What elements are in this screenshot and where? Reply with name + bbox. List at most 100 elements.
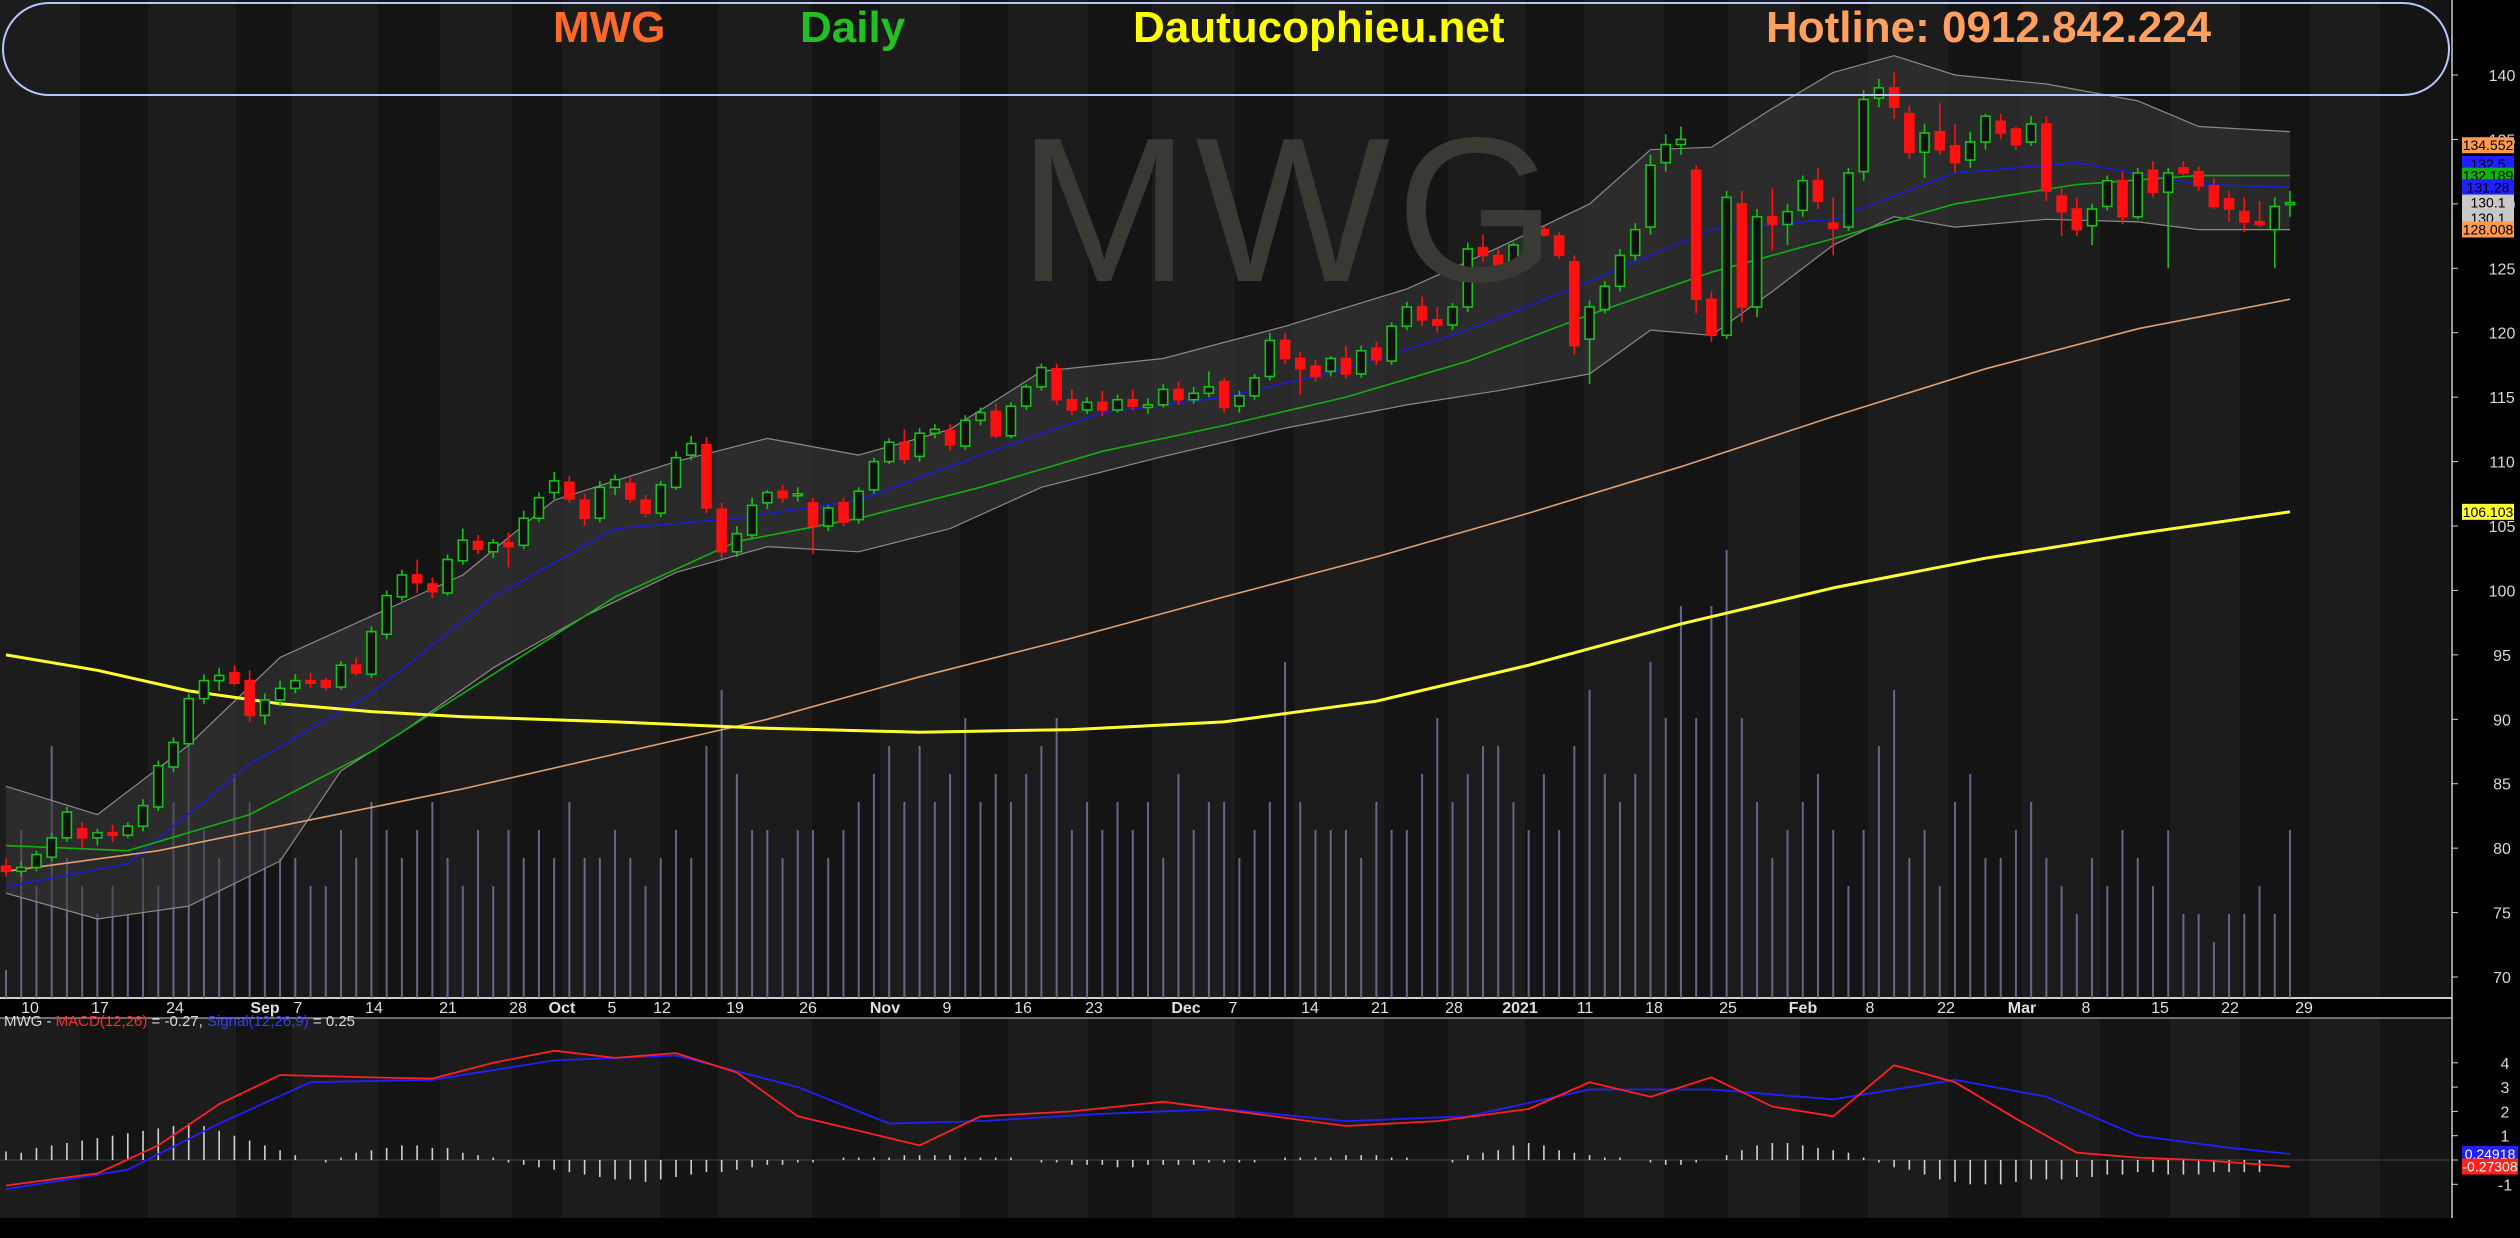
candle-body xyxy=(1157,388,1169,406)
candle-body xyxy=(1340,357,1352,375)
panel-stripe xyxy=(1448,0,1525,998)
candle-body xyxy=(183,697,195,745)
candle-body xyxy=(807,502,819,527)
macd-legend-macd-value: = -0.27, xyxy=(147,1013,207,1030)
candle-body xyxy=(1584,306,1595,340)
candle-body xyxy=(1721,196,1732,337)
candle-body xyxy=(290,679,301,690)
date-label: 8 xyxy=(2082,1000,2091,1017)
date-label: 10 xyxy=(21,1000,39,1017)
candle-body xyxy=(152,764,164,808)
date-label: 22 xyxy=(2221,1000,2239,1017)
date-label: 28 xyxy=(1445,1000,1463,1017)
candle-body xyxy=(2269,205,2281,231)
candle-body xyxy=(1553,235,1565,257)
candle-body xyxy=(259,699,271,717)
macd-legend: MWG - MACD(12,26) = -0.27, Signal(12,26,… xyxy=(4,1013,355,1031)
price-label-text: 130.1 xyxy=(2470,195,2505,211)
candle-body xyxy=(1081,401,1093,411)
candle-body xyxy=(975,411,986,422)
candle-body xyxy=(655,483,667,514)
candle-body xyxy=(548,480,560,494)
candle-body xyxy=(472,540,484,550)
panel-stripe xyxy=(2310,0,2380,998)
candle-body xyxy=(1432,319,1443,326)
candle-body xyxy=(594,486,606,520)
candle-body xyxy=(564,481,575,500)
macd-tick-label: 2 xyxy=(2501,1104,2510,1121)
candle-body xyxy=(0,865,12,873)
date-label: 9 xyxy=(943,1000,952,1017)
candle-body xyxy=(350,664,362,674)
candle-body xyxy=(442,558,453,594)
candle-body xyxy=(2147,169,2159,194)
candle-body xyxy=(381,594,392,636)
price-tick-label: 105 xyxy=(2489,519,2516,536)
candle-body xyxy=(2193,170,2204,187)
macd-label-text: 0.24918 xyxy=(2465,1146,2516,1162)
candle-body xyxy=(1173,388,1184,401)
date-label: 7 xyxy=(1229,1000,1238,1017)
candle-body xyxy=(1279,339,1291,360)
candle-body xyxy=(1538,228,1550,236)
date-label: Nov xyxy=(870,1000,900,1017)
macd-line xyxy=(5,1049,2291,1187)
bollinger-upper-line xyxy=(5,55,2291,816)
header-hotline: Hotline: 0912.842.224 xyxy=(1766,3,2212,52)
candle-body xyxy=(2041,123,2052,192)
candle-body xyxy=(1112,398,1123,411)
symbol-watermark: MWG xyxy=(1018,95,1563,325)
price-tick-label: 100 xyxy=(2489,583,2516,600)
candle-body xyxy=(1127,398,1139,407)
candle-body xyxy=(1386,325,1397,362)
panel-stripe xyxy=(440,0,512,998)
candle-body xyxy=(1066,398,1078,411)
date-label: 26 xyxy=(799,1000,817,1017)
candle-body xyxy=(305,679,316,685)
candle-body xyxy=(1036,366,1047,388)
candle-body xyxy=(1843,172,1854,228)
macd-panel-stripe xyxy=(718,1018,812,1218)
date-label: 14 xyxy=(1301,1000,1319,1017)
candles xyxy=(0,72,2296,877)
candle-body xyxy=(1949,145,1961,164)
panel-stripe xyxy=(292,0,378,998)
macd-tick-label: 3 xyxy=(2501,1080,2510,1097)
candle-body xyxy=(457,539,469,562)
price-label-text: 131.28 xyxy=(2467,179,2510,195)
bollinger-band-fill xyxy=(6,55,2290,919)
date-label: 24 xyxy=(166,1000,184,1017)
macd-panel-stripe xyxy=(1152,1018,1235,1218)
candle-body xyxy=(2117,179,2128,218)
date-label: 19 xyxy=(726,1000,744,1017)
date-label: Dec xyxy=(1171,1000,1200,1017)
candle-body xyxy=(1797,179,1809,212)
candle-body xyxy=(320,679,332,688)
macd-legend-macd: MACD(12,26) xyxy=(55,1013,148,1030)
candle-body xyxy=(137,804,149,828)
date-label: 23 xyxy=(1085,1000,1103,1017)
candle-body xyxy=(46,837,57,858)
date-label: 2021 xyxy=(1502,1000,1538,1017)
candle-body xyxy=(335,664,347,688)
candle-body xyxy=(746,504,758,536)
candle-body xyxy=(92,831,103,839)
candle-body xyxy=(427,583,438,593)
candle-body xyxy=(1097,401,1108,411)
price-tick-label: 115 xyxy=(2489,390,2515,407)
price-tick-label: 75 xyxy=(2493,906,2511,923)
header-website: Dautucophieu.net xyxy=(1133,3,1505,52)
candle-body xyxy=(396,574,408,598)
candle-body xyxy=(731,532,743,553)
candle-body xyxy=(1310,365,1321,378)
candle-body xyxy=(168,741,179,768)
date-label: 18 xyxy=(1645,1000,1663,1017)
candle-body xyxy=(1005,405,1017,437)
candle-body xyxy=(1523,228,1534,246)
candle-body xyxy=(15,866,27,873)
candle-body xyxy=(1371,347,1382,361)
macd-tick-label: 4 xyxy=(2501,1056,2510,1073)
candle-body xyxy=(1964,141,1976,161)
